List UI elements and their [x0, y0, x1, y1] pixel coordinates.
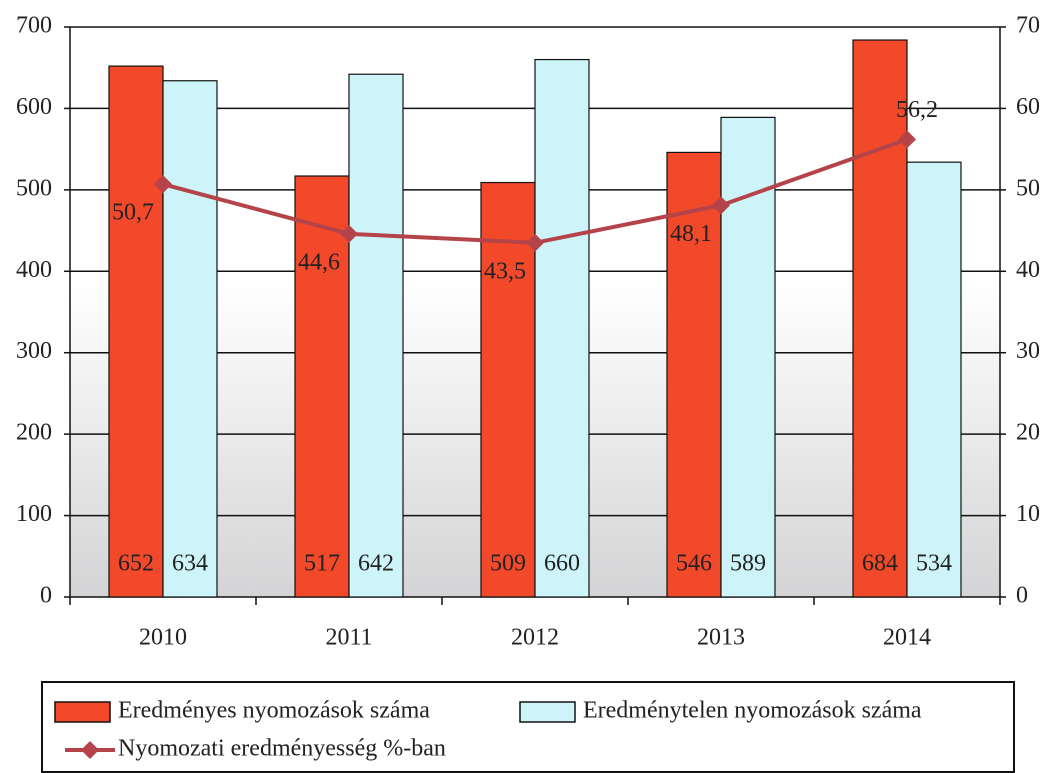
line-marker: [898, 130, 916, 149]
legend-label: Nyomozati eredményesség %-ban: [118, 736, 446, 762]
line-marker: [154, 175, 172, 194]
bar: [108, 65, 164, 598]
bar-value-label: 546: [676, 551, 712, 577]
legend-label: Eredménytelen nyomozások száma: [583, 698, 922, 724]
y2-tick-label: 10: [1016, 501, 1040, 527]
line-value-label: 56,2: [896, 97, 938, 123]
bar: [666, 151, 722, 598]
y2-tick-label: 50: [1016, 175, 1040, 201]
legend-label: Eredményes nyomozások száma: [118, 698, 430, 724]
bar-value-label: 509: [490, 551, 526, 577]
x-tick-label: 2012: [511, 625, 559, 651]
line-value-label: 43,5: [484, 258, 526, 284]
line-marker: [712, 196, 730, 215]
line-marker: [340, 224, 358, 243]
y-tick-label: 100: [16, 501, 52, 527]
bar-value-label: 534: [916, 551, 952, 577]
bar-value-label: 517: [304, 551, 340, 577]
y-tick-label: 400: [16, 257, 52, 283]
line-value-label: 44,6: [298, 249, 340, 275]
line-value-label: 50,7: [112, 200, 154, 226]
bar-value-label: 642: [358, 551, 394, 577]
line-marker: [526, 233, 544, 252]
bar-value-label: 652: [118, 551, 154, 577]
y2-tick-label: 60: [1016, 94, 1040, 120]
legend-swatch: [519, 701, 576, 723]
bar: [534, 58, 590, 598]
bar-value-label: 634: [172, 551, 208, 577]
bar: [480, 181, 536, 598]
bar: [348, 73, 404, 598]
bar-value-label: 660: [544, 551, 580, 577]
bar-value-label: 589: [730, 551, 766, 577]
x-tick-label: 2011: [325, 625, 372, 651]
bar: [906, 161, 962, 598]
y-tick-label: 700: [16, 13, 52, 39]
x-tick-label: 2014: [883, 625, 931, 651]
y-tick-label: 600: [16, 94, 52, 120]
bar-value-label: 684: [862, 551, 898, 577]
bar: [162, 80, 218, 598]
legend-box: [41, 681, 1015, 773]
line-value-label: 48,1: [670, 221, 712, 247]
x-tick-label: 2013: [697, 625, 745, 651]
y2-tick-label: 40: [1016, 257, 1040, 283]
y2-tick-label: 70: [1016, 13, 1040, 39]
y2-tick-label: 30: [1016, 338, 1040, 364]
x-tick-label: 2010: [139, 625, 187, 651]
legend-marker: [81, 741, 99, 759]
y2-tick-label: 20: [1016, 420, 1040, 446]
y-tick-label: 300: [16, 338, 52, 364]
y-tick-label: 200: [16, 420, 52, 446]
legend-swatch: [54, 701, 111, 723]
y-tick-label: 500: [16, 175, 52, 201]
y2-tick-label: 0: [1016, 583, 1028, 609]
bar: [852, 39, 908, 598]
bar: [294, 175, 350, 598]
y-tick-label: 0: [40, 583, 52, 609]
